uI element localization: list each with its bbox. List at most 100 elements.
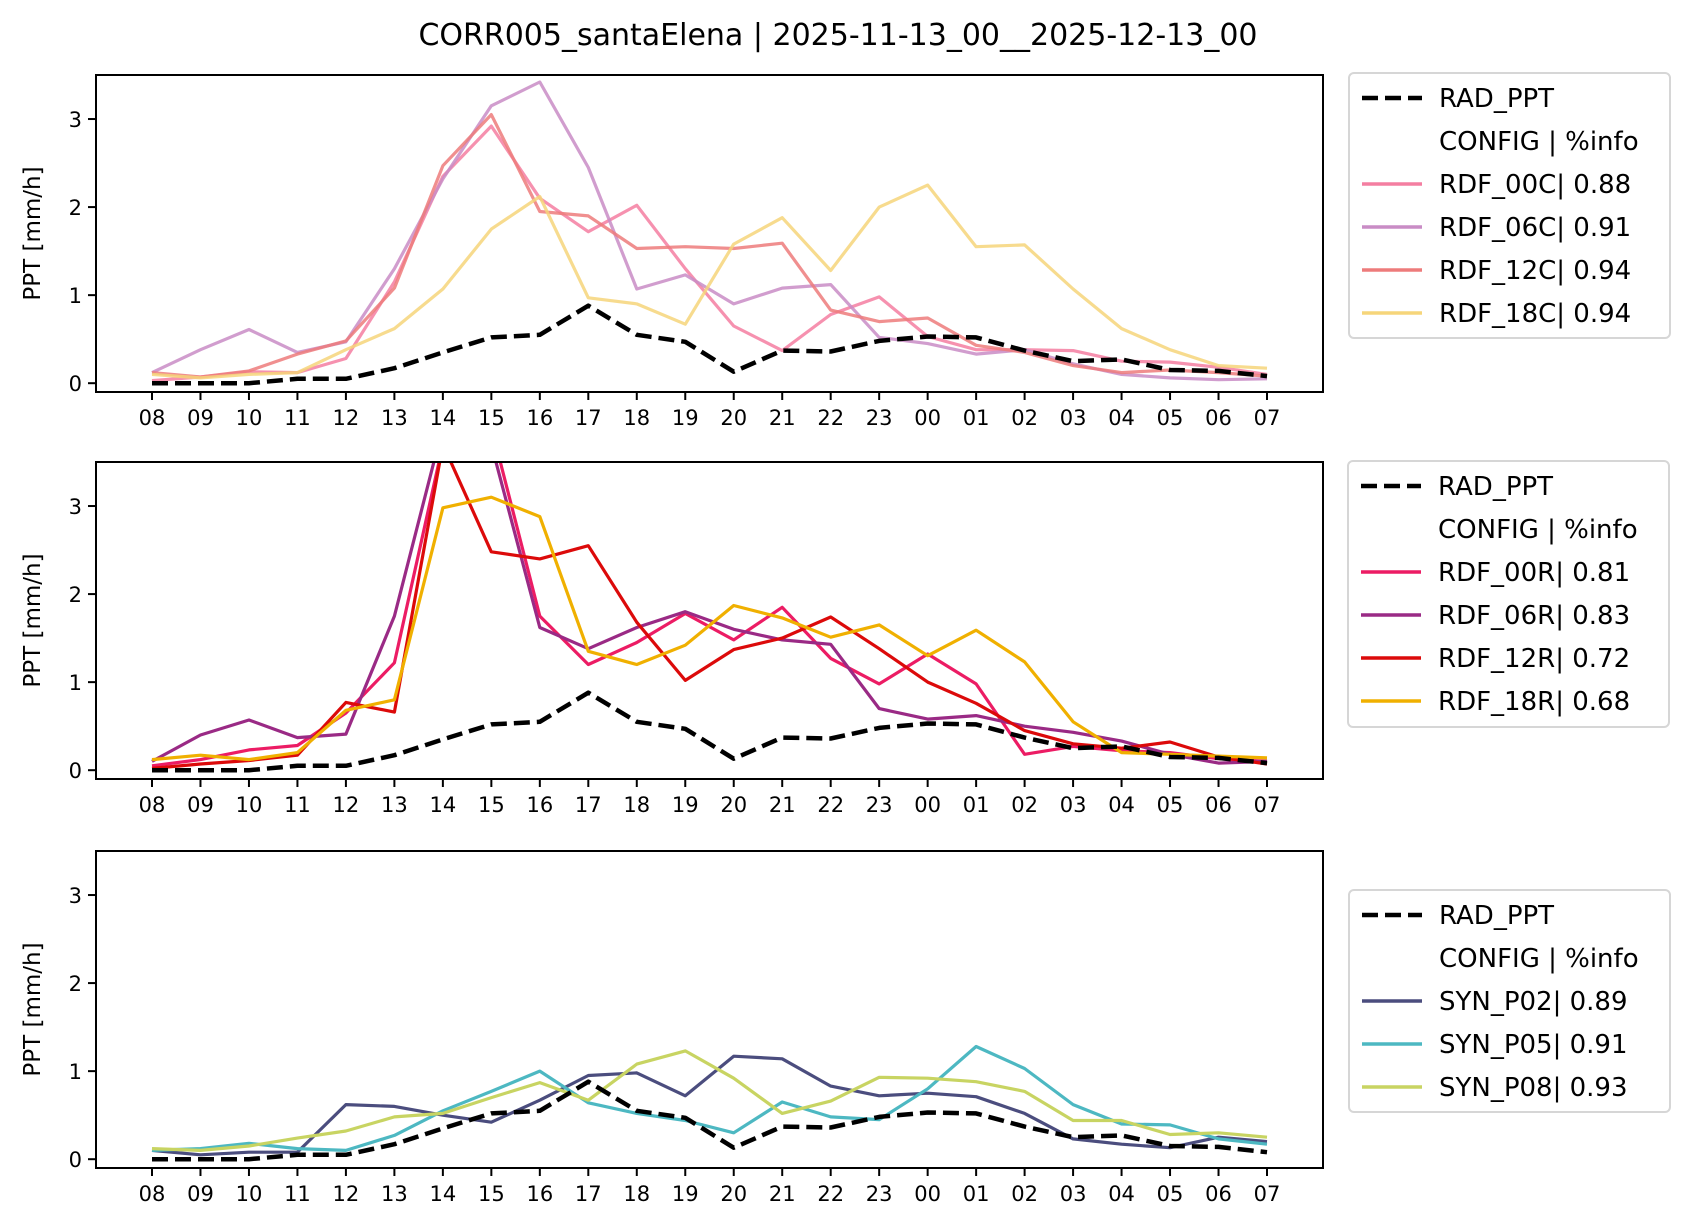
legend-label: RAD_PPT	[1438, 472, 1553, 502]
x-tick-label: 13	[381, 1182, 408, 1206]
y-axis-label: PPT [mm/h]	[20, 942, 46, 1076]
x-tick-label: 03	[1060, 1182, 1087, 1206]
legend-label: RDF_00R| 0.81	[1438, 558, 1630, 588]
x-tick-label: 12	[333, 1182, 360, 1206]
y-tick-label: 2	[69, 583, 82, 607]
x-tick-label: 01	[963, 1182, 990, 1206]
series-line-rdf-12r	[151, 462, 1268, 770]
x-tick-label: 23	[866, 1182, 893, 1206]
x-tick-label: 06	[1205, 1182, 1232, 1206]
x-tick-label: 10	[236, 406, 263, 430]
series-line-rad-ppt	[152, 303, 1268, 386]
x-tick-label: 00	[914, 793, 941, 817]
y-tick-label: 3	[69, 108, 82, 132]
series-group	[151, 1044, 1268, 1162]
x-tick-label: 17	[575, 793, 602, 817]
x-tick-label: 20	[720, 1182, 747, 1206]
x-tick-label: 22	[817, 406, 844, 430]
y-tick-label: 1	[69, 1060, 82, 1084]
y-tick-label: 0	[69, 759, 82, 783]
x-tick-label: 22	[817, 1182, 844, 1206]
legend-header: CONFIG | %info	[1438, 515, 1638, 545]
x-tick-label: 18	[623, 1182, 650, 1206]
x-tick-label: 17	[575, 406, 602, 430]
legend-box	[1348, 72, 1671, 339]
x-tick-label: 06	[1205, 406, 1232, 430]
series-line-rdf-06r	[151, 462, 1268, 765]
x-tick-label: 15	[478, 793, 505, 817]
legend: RAD_PPT CONFIG | %info SYN_P02| 0.89 SYN_P0…	[1348, 889, 1671, 1113]
y-tick-label: 0	[69, 372, 82, 396]
x-tick-label: 03	[1060, 793, 1087, 817]
series-group	[151, 80, 1268, 386]
legend-box	[1347, 460, 1670, 728]
series-line-syn-p08	[151, 1049, 1268, 1153]
legend-label: SYN_P05| 0.91	[1439, 1030, 1628, 1060]
x-tick-label: 05	[1157, 1182, 1184, 1206]
x-tick-label: 14	[430, 406, 457, 430]
y-tick-label: 1	[69, 284, 82, 308]
legend-header: CONFIG | %info	[1439, 944, 1639, 974]
x-tick-label: 09	[187, 793, 214, 817]
legend-label: RAD_PPT	[1439, 901, 1554, 931]
axes-frame	[95, 850, 1324, 1169]
x-tick-label: 11	[284, 793, 311, 817]
x-tick-label: 01	[963, 793, 990, 817]
x-tick-label: 10	[236, 1182, 263, 1206]
x-tick-label: 11	[284, 406, 311, 430]
x-tick-label: 06	[1205, 793, 1232, 817]
legend-label: RDF_18C| 0.94	[1439, 299, 1631, 329]
y-tick-label: 2	[69, 972, 82, 996]
x-tick-label: 13	[381, 793, 408, 817]
x-tick-label: 21	[769, 406, 796, 430]
x-tick-label: 04	[1108, 1182, 1135, 1206]
x-tick-label: 12	[333, 406, 360, 430]
x-tick-label: 02	[1011, 406, 1038, 430]
legend-label: RDF_00C| 0.88	[1439, 170, 1631, 200]
x-tick-label: 02	[1011, 1182, 1038, 1206]
legend-label: RDF_18R| 0.68	[1438, 687, 1630, 717]
x-tick-label: 04	[1108, 406, 1135, 430]
series-line-rdf-06c	[151, 80, 1268, 382]
x-tick-label: 05	[1157, 406, 1184, 430]
x-tick-label: 16	[526, 406, 553, 430]
x-tick-label: 21	[769, 1182, 796, 1206]
x-tick-label: 10	[236, 793, 263, 817]
axes-frame	[95, 461, 1324, 780]
x-tick-label: 18	[623, 793, 650, 817]
x-tick-label: 02	[1011, 793, 1038, 817]
series-line-rad-ppt	[152, 1079, 1268, 1162]
y-tick-label: 2	[69, 196, 82, 220]
x-tick-label: 17	[575, 1182, 602, 1206]
y-tick-label: 3	[69, 495, 82, 519]
legend-label: RDF_06R| 0.83	[1438, 601, 1630, 631]
x-tick-label: 20	[720, 406, 747, 430]
x-tick-label: 23	[866, 406, 893, 430]
x-tick-label: 14	[430, 1182, 457, 1206]
x-tick-label: 05	[1157, 793, 1184, 817]
x-tick-label: 20	[720, 793, 747, 817]
x-tick-label: 08	[139, 406, 166, 430]
legend: RAD_PPT CONFIG | %info RDF_00R| 0.81 RDF_06…	[1347, 460, 1670, 728]
x-tick-label: 09	[187, 1182, 214, 1206]
legend-box	[1348, 889, 1671, 1113]
legend-label: RDF_12C| 0.94	[1439, 256, 1631, 286]
legend-label: RDF_06C| 0.91	[1439, 213, 1631, 243]
x-tick-label: 07	[1254, 793, 1281, 817]
series-line-syn-p02	[151, 1054, 1268, 1157]
series-line-rdf-00r	[151, 462, 1268, 768]
legend-label: RDF_12R| 0.72	[1438, 644, 1630, 674]
series-line-rdf-00c	[151, 124, 1268, 383]
x-tick-label: 19	[672, 406, 699, 430]
x-tick-label: 18	[623, 406, 650, 430]
x-tick-label: 15	[478, 406, 505, 430]
series-line-syn-p05	[151, 1044, 1268, 1153]
series-line-rdf-18r	[151, 495, 1268, 762]
chart-title: CORR005_santaElena | 2025-11-13_00__2025…	[418, 18, 1257, 53]
x-tick-label: 09	[187, 406, 214, 430]
x-tick-label: 00	[914, 1182, 941, 1206]
x-tick-label: 16	[526, 1182, 553, 1206]
